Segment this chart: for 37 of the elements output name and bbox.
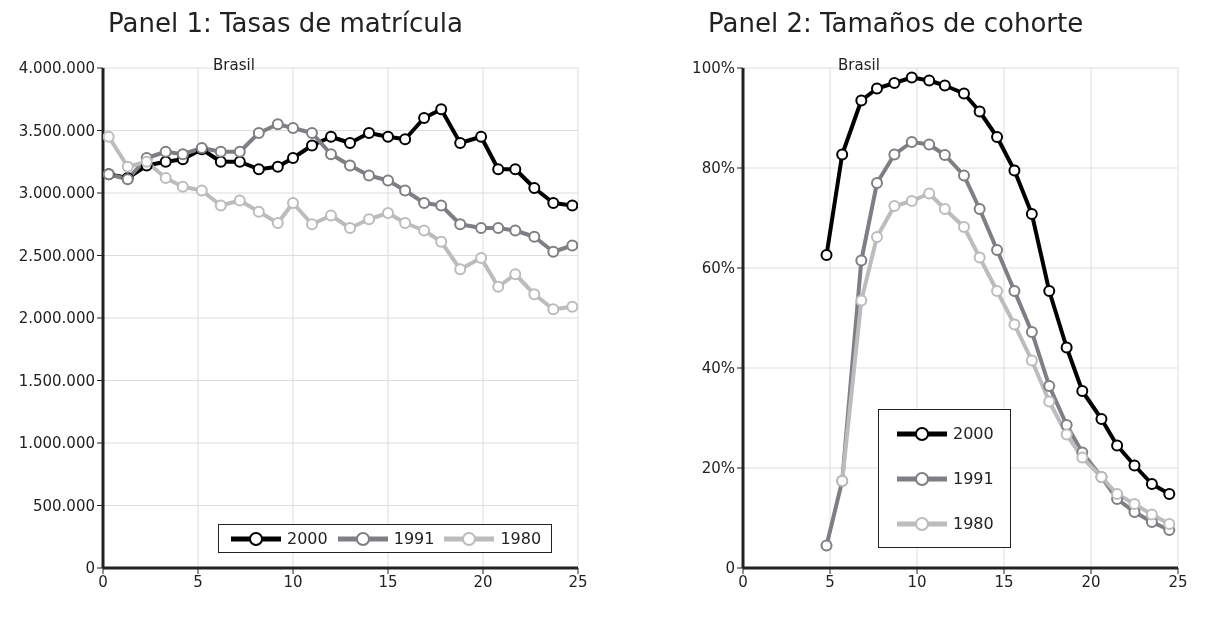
legend-label: 2000 (287, 529, 328, 548)
x-tick-label: 25 (568, 572, 588, 591)
x-tick-label: 10 (907, 572, 927, 591)
y-tick-label: 0 (85, 559, 95, 578)
y-tick-label: 3.000.000 (18, 184, 95, 203)
y-tick-label: 60% (701, 259, 735, 278)
y-tick-label: 100% (692, 59, 735, 78)
chart-title: Panel 2: Tamaños de cohorte (708, 8, 1085, 40)
x-tick-label: 15 (994, 572, 1014, 591)
y-tick-label: 1.000.000 (18, 434, 95, 453)
x-tick-label: 0 (738, 572, 748, 591)
y-tick-label: 3.500.000 (18, 121, 95, 140)
x-tick-label: 5 (825, 572, 835, 591)
legend-label: 1980 (953, 514, 994, 533)
annotation: Brasil (838, 56, 880, 74)
y-tick-label: 40% (701, 359, 735, 378)
x-tick-label: 5 (193, 572, 203, 591)
y-tick-label: 2.000.000 (18, 309, 95, 328)
y-tick-label: 0 (725, 559, 735, 578)
x-tick-label: 15 (378, 572, 398, 591)
legend-label: 1991 (953, 469, 994, 488)
x-tick-label: 0 (98, 572, 108, 591)
x-tick-label: 25 (1168, 572, 1188, 591)
y-tick-label: 2.500.000 (18, 246, 95, 265)
x-tick-label: 10 (283, 572, 303, 591)
y-tick-label: 1.500.000 (18, 371, 95, 390)
annotation: Brasil (213, 56, 255, 74)
y-tick-label: 80% (701, 159, 735, 178)
legend-label: 1991 (393, 529, 435, 548)
legend-label: 1980 (500, 529, 542, 548)
x-tick-label: 20 (1081, 572, 1101, 591)
chart-title: Panel 1: Tasas de matrícula (108, 8, 464, 40)
y-tick-label: 20% (701, 459, 735, 478)
y-tick-label: 4.000.000 (18, 59, 95, 78)
legend-label: 2000 (953, 424, 994, 443)
x-tick-label: 20 (473, 572, 493, 591)
y-tick-label: 500.000 (32, 496, 95, 515)
